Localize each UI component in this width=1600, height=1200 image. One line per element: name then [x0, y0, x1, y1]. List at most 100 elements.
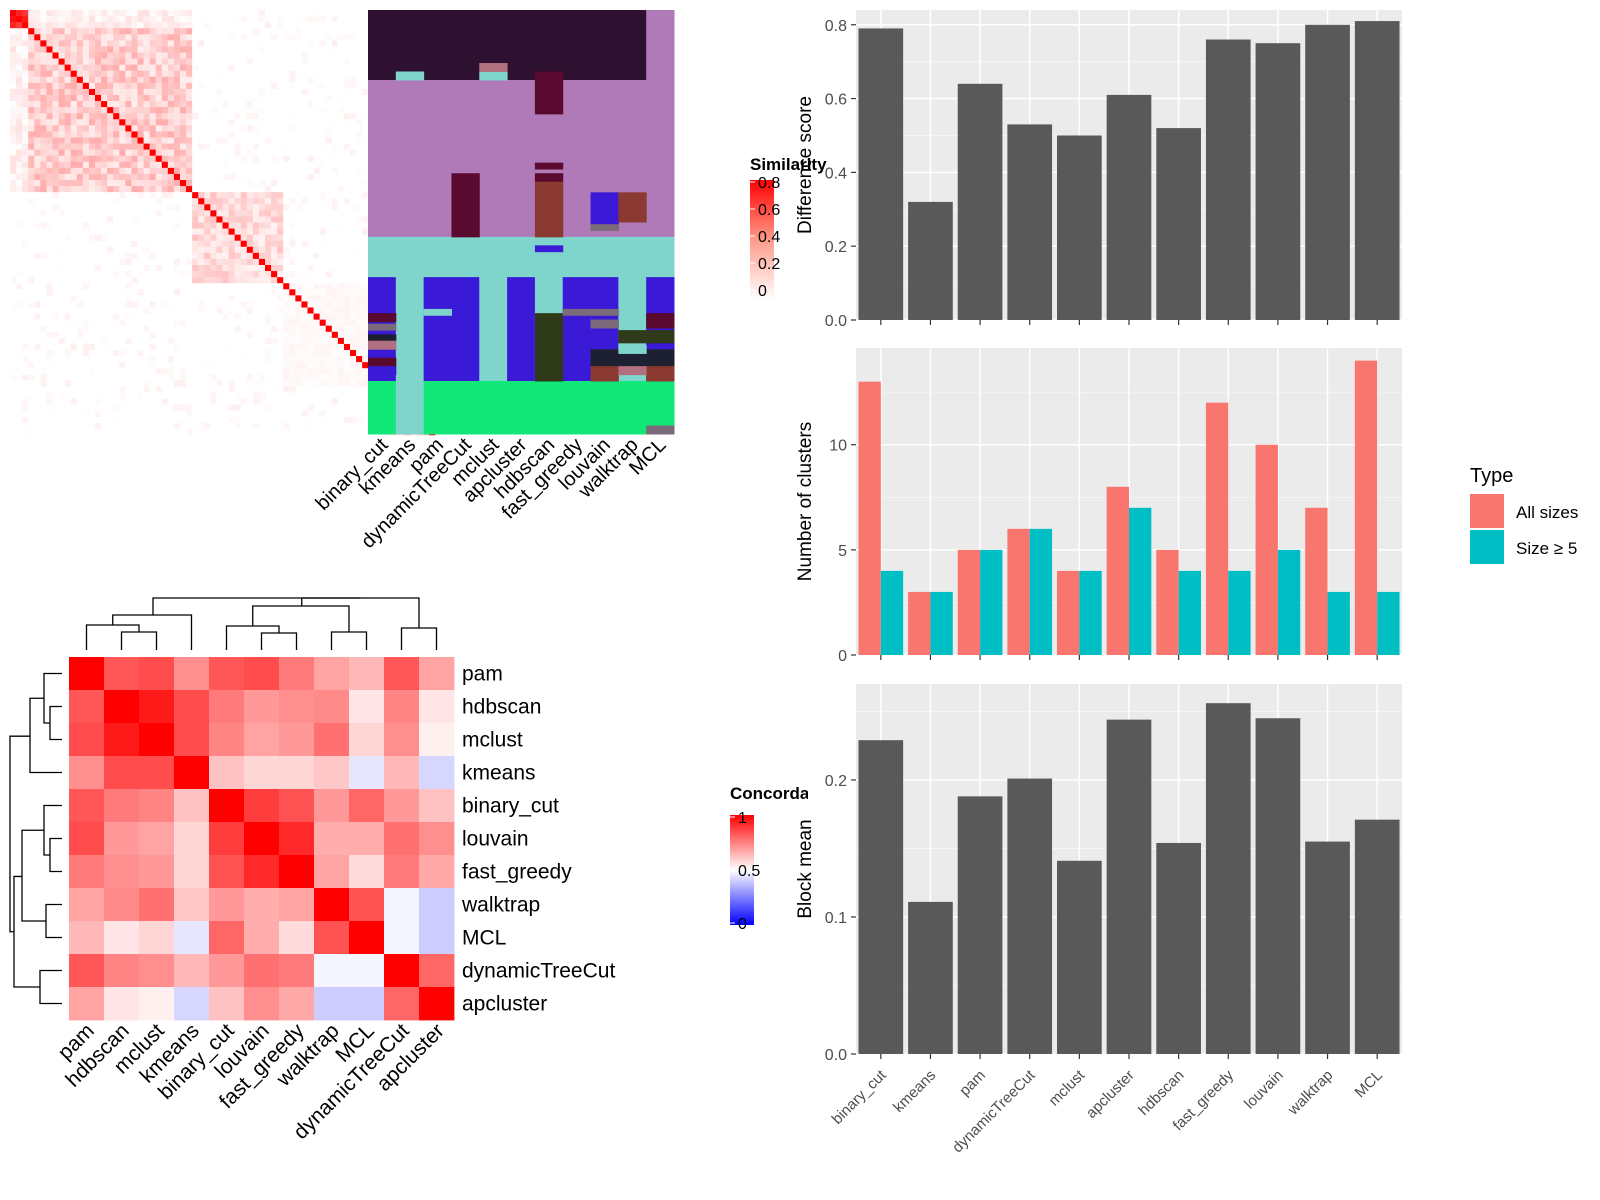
similarity-cell — [289, 301, 296, 308]
similarity-cell — [350, 228, 357, 235]
similarity-cell — [70, 70, 78, 78]
similarity-cell — [289, 143, 296, 150]
similarity-cell — [192, 265, 199, 272]
similarity-cell — [222, 95, 229, 102]
similarity-cell — [186, 52, 193, 59]
similarity-cell — [343, 216, 351, 223]
similarity-cell — [167, 325, 175, 333]
similarity-cell — [155, 289, 163, 296]
similarity-cell — [319, 265, 327, 272]
similarity-cell — [173, 52, 181, 59]
similarity-cell — [325, 186, 333, 193]
similarity-cell — [198, 392, 205, 399]
similarity-cell — [46, 416, 53, 424]
similarity-cell — [167, 46, 175, 53]
similarity-cell — [64, 64, 72, 72]
cluster-cell — [618, 10, 647, 81]
similarity-cell — [101, 70, 108, 78]
similarity-cell — [258, 95, 266, 102]
similarity-cell — [186, 161, 193, 169]
similarity-cell — [113, 362, 120, 369]
similarity-cell — [192, 398, 199, 405]
similarity-cell — [228, 107, 235, 114]
similarity-cell — [222, 210, 229, 217]
similarity-cell — [289, 113, 296, 120]
similarity-cell — [107, 143, 114, 150]
similarity-cell — [331, 386, 339, 393]
similarity-cell — [252, 368, 260, 375]
similarity-cell — [22, 398, 29, 405]
similarity-cell — [252, 246, 260, 254]
similarity-cell — [131, 76, 138, 84]
similarity-cell — [167, 95, 175, 102]
similarity-cell — [350, 22, 357, 29]
similarity-cell — [319, 386, 327, 393]
similarity-cell — [113, 307, 120, 314]
similarity-cell — [356, 70, 363, 78]
similarity-cell — [101, 386, 108, 393]
similarity-cell — [246, 119, 254, 126]
similarity-cell — [210, 22, 217, 29]
similarity-cell — [252, 113, 260, 120]
similarity-cell — [301, 271, 308, 278]
similarity-cell — [295, 76, 302, 84]
similarity-cell — [204, 143, 211, 150]
similarity-cell — [40, 161, 47, 169]
similarity-cell — [331, 216, 339, 223]
cluster-cell — [395, 381, 425, 435]
similarity-cell — [137, 386, 144, 393]
similarity-cell — [192, 161, 199, 169]
similarity-cell — [240, 155, 248, 163]
similarity-cell — [119, 398, 126, 405]
similarity-cell — [76, 95, 84, 102]
similarity-cell — [137, 210, 144, 217]
similarity-cell — [258, 16, 266, 23]
similarity-cell — [265, 155, 272, 163]
similarity-cell — [289, 58, 296, 65]
cluster-cell — [646, 10, 675, 81]
similarity-cell — [101, 234, 108, 242]
similarity-cell — [222, 180, 229, 187]
similarity-cell — [295, 34, 302, 41]
similarity-cell — [343, 180, 351, 187]
similarity-cell — [46, 216, 53, 223]
similarity-cell — [186, 216, 193, 223]
similarity-cell — [70, 149, 78, 157]
similarity-cell — [319, 34, 327, 41]
similarity-cell — [101, 283, 108, 290]
similarity-cell — [356, 368, 363, 375]
similarity-cell — [265, 210, 272, 217]
similarity-cell — [319, 210, 327, 217]
similarity-cell — [46, 88, 53, 96]
similarity-cell — [337, 350, 345, 357]
similarity-cell — [198, 222, 205, 229]
similarity-cell — [258, 234, 266, 242]
similarity-cell — [258, 107, 266, 114]
similarity-cell — [155, 416, 163, 424]
similarity-cell — [167, 265, 175, 272]
similarity-cell — [46, 398, 53, 405]
similarity-cell — [88, 410, 96, 418]
similarity-cell — [289, 265, 296, 272]
similarity-cell — [155, 22, 163, 29]
similarity-cell — [265, 131, 272, 138]
similarity-cell — [76, 131, 84, 138]
similarity-cell — [180, 88, 187, 96]
similarity-cell — [161, 319, 169, 327]
similarity-cell — [337, 131, 345, 138]
similarity-cell — [246, 337, 254, 345]
similarity-cell — [271, 113, 278, 120]
similarity-cell — [131, 234, 138, 242]
similarity-cell — [362, 88, 369, 96]
similarity-cell — [131, 313, 138, 320]
similarity-cell — [350, 356, 357, 363]
similarity-cell — [258, 113, 266, 120]
similarity-cell — [76, 392, 84, 399]
cluster-cell — [395, 79, 425, 238]
similarity-cell — [289, 131, 296, 138]
similarity-cell — [252, 277, 260, 284]
similarity-cell — [210, 325, 217, 333]
similarity-cell — [161, 137, 169, 144]
similarity-cell — [307, 265, 314, 272]
similarity-cell — [28, 216, 35, 223]
